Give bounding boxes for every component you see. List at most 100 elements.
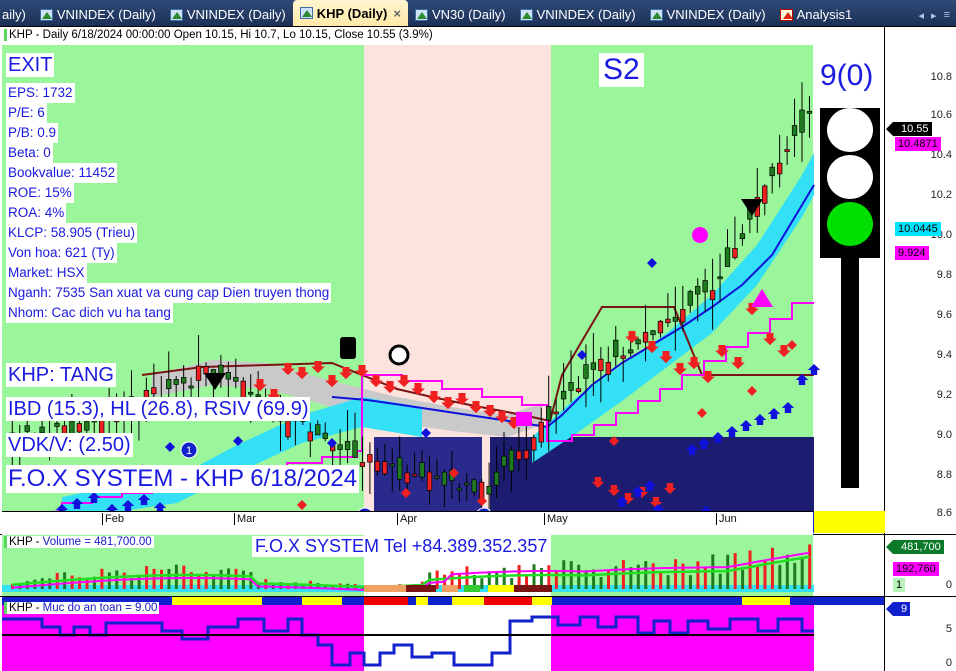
- tab-khp-active[interactable]: KHP (Daily) ×: [292, 0, 408, 26]
- watermark-label: F.O.X SYSTEM - KHP 6/18/2024: [6, 465, 360, 493]
- date-axis: Feb Mar Apr May Jun: [2, 511, 813, 535]
- traffic-light-indicator: [820, 105, 880, 488]
- volume-flag-ratio: 1: [893, 578, 906, 592]
- price-tick: 8.6: [936, 507, 952, 519]
- tab-vn30[interactable]: VN30 (Daily): [408, 3, 513, 26]
- price-axis[interactable]: 10.8 10.6 10.4 10.2 10.0 9.8 9.6 9.4 9.2…: [884, 27, 956, 534]
- safety-tick-0: 0: [945, 657, 952, 669]
- indicators-label: IBD (15.3), HL (26.8), RSIV (69.9): [6, 397, 311, 421]
- info-market: Market: HSX: [6, 263, 87, 283]
- safety-axis[interactable]: 9 5 0: [884, 597, 956, 671]
- info-overlay: EXIT EPS: 1732 P/E: 6 P/B: 0.9 Beta: 0 B…: [6, 53, 332, 323]
- chart-icon: [169, 8, 183, 21]
- analysis-icon: [779, 8, 793, 21]
- price-tick: 10.2: [930, 189, 952, 201]
- safety-header-symbol: KHP -: [9, 602, 43, 614]
- zone-label-s2: S2: [599, 53, 644, 87]
- safety-panel[interactable]: KHP - Muc do an toan = 9.00: [0, 596, 956, 671]
- tab-label: VN30 (Daily): [431, 7, 506, 22]
- price-flag-cyan: 10.0445: [895, 222, 941, 236]
- info-nhom: Nhom: Cac dich vu ha tang: [6, 303, 173, 323]
- tab-prev-icon[interactable]: ◂: [918, 10, 925, 22]
- volume-watermark: F.O.X SYSTEM Tel +84.389.352.357: [252, 536, 551, 557]
- safety-tick-5: 5: [945, 623, 952, 635]
- volume-header-symbol: KHP -: [9, 536, 43, 548]
- price-chart-panel[interactable]: KHP - Daily 6/18/2024 00:00:00 Open 10.1…: [0, 26, 956, 535]
- price-flag-lower: 9.924: [895, 246, 929, 260]
- tab-analysis1[interactable]: Analysis1: [773, 3, 860, 26]
- svg-text:1: 1: [186, 445, 192, 457]
- tab-vnindex-2[interactable]: VNINDEX (Daily): [163, 3, 293, 26]
- tab-vnindex-1[interactable]: VNINDEX (Daily): [33, 3, 163, 26]
- volume-plot-area[interactable]: F.O.X SYSTEM Tel +84.389.352.357: [2, 535, 884, 597]
- price-tick: 10.6: [930, 109, 952, 121]
- volume-panel[interactable]: KHP - Volume = 481,700.00 F.O.X SYSTEM T…: [0, 534, 956, 597]
- price-tick: 9.4: [936, 349, 952, 361]
- info-roe: ROE: 15%: [6, 183, 74, 203]
- info-beta: Beta: 0: [6, 143, 53, 163]
- safety-flag-value: 9: [885, 602, 911, 616]
- traffic-light-yellow-lamp: [827, 155, 873, 199]
- price-header-text: KHP - Daily 6/18/2024 00:00:00 Open 10.1…: [9, 29, 433, 41]
- tab-label: VNINDEX (Daily): [56, 7, 156, 22]
- info-klcp: KLCP: 58.905 (Trieu): [6, 223, 138, 243]
- safety-series-svg: [2, 597, 884, 671]
- price-tick: 9.8: [936, 269, 952, 281]
- price-plot-area[interactable]: 111 EXIT EPS: 1732 P/E: 6 P/B: 0.9 Beta:…: [2, 45, 885, 535]
- volume-header: KHP - Volume = 481,700.00: [4, 536, 154, 548]
- price-tick: 9.2: [936, 389, 952, 401]
- price-flag-upper: 10.4871: [895, 137, 941, 151]
- info-nganh: Nganh: 7535 San xuat va cung cap Dien tr…: [6, 283, 332, 303]
- volume-header-value: Volume = 481,700.00: [42, 536, 152, 548]
- info-roa: ROA: 4%: [6, 203, 67, 223]
- traffic-light-body: [820, 108, 880, 258]
- tab-vnindex-4[interactable]: VNINDEX (Daily): [643, 3, 773, 26]
- volume-flag-avg: 192,760: [893, 562, 939, 576]
- indicators-box: IBD (15.3), HL (26.8), RSIV (69.9): [6, 397, 311, 421]
- safety-header: KHP - Muc do an toan = 9.00: [4, 602, 160, 614]
- tab-menu-icon[interactable]: ≡: [943, 9, 950, 21]
- safety-plot-area[interactable]: [2, 597, 884, 671]
- date-tick-apr: Apr: [397, 513, 417, 525]
- date-tick-feb: Feb: [102, 513, 124, 525]
- vdkv-label: VDK/V: (2.50): [6, 433, 133, 457]
- info-bookvalue: Bookvalue: 11452: [6, 163, 118, 183]
- info-eps: EPS: 1732: [6, 83, 75, 103]
- exit-label: EXIT: [6, 53, 55, 77]
- tab-next-icon[interactable]: ▸: [931, 10, 937, 22]
- price-tick: 10.4: [930, 149, 952, 161]
- tab-nav-controls: ◂ ▸ ≡: [913, 9, 956, 26]
- chart-icon: [39, 8, 53, 21]
- price-chart-header: KHP - Daily 6/18/2024 00:00:00 Open 10.1…: [4, 29, 435, 41]
- chart-icon: [649, 8, 663, 21]
- chart-icon: [414, 8, 428, 21]
- price-tick: 9.6: [936, 309, 952, 321]
- tab-partial[interactable]: aily): [0, 3, 33, 26]
- chart-icon: [299, 7, 313, 19]
- traffic-light-pole: [841, 258, 859, 488]
- info-vonhoa: Von hoa: 621 (Ty): [6, 243, 117, 263]
- tab-label: aily): [2, 7, 26, 22]
- watermark-box: F.O.X SYSTEM - KHP 6/18/2024: [6, 465, 360, 493]
- traffic-light-green-lamp: [827, 202, 873, 246]
- vdkv-box: VDK/V: (2.50): [6, 433, 133, 457]
- tab-label: KHP (Daily): [316, 5, 388, 21]
- date-tick-may: May: [544, 513, 568, 525]
- info-pe: P/E: 6: [6, 103, 47, 123]
- signal-label: KHP: TANG: [6, 363, 116, 387]
- tab-label: VNINDEX (Daily): [536, 7, 636, 22]
- traffic-light-red-lamp: [827, 108, 873, 152]
- signal-label-box: KHP: TANG: [6, 363, 116, 387]
- tab-label: VNINDEX (Daily): [186, 7, 286, 22]
- price-tick: 10.8: [930, 71, 952, 83]
- chart-icon: [519, 8, 533, 21]
- tab-label: Analysis1: [796, 7, 853, 22]
- tab-vnindex-3[interactable]: VNINDEX (Daily): [513, 3, 643, 26]
- volume-bars: [2, 544, 814, 592]
- volume-flag-last: 481,700: [886, 540, 944, 554]
- date-tick-mar: Mar: [234, 513, 256, 525]
- price-tick: 8.8: [936, 469, 952, 481]
- volume-axis[interactable]: 481,700 192,760 1 0: [884, 535, 956, 596]
- close-icon[interactable]: ×: [393, 5, 401, 21]
- date-tick-jun: Jun: [716, 513, 737, 525]
